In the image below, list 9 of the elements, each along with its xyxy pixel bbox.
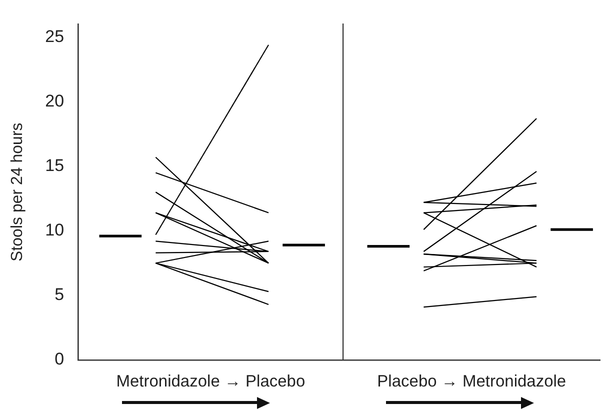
y-tick-label: 25 bbox=[45, 26, 64, 46]
y-tick-label: 0 bbox=[54, 350, 64, 369]
y-axis-title: Stools per 24 hours bbox=[9, 122, 26, 262]
text: Placebo → Metronidazole bbox=[377, 372, 566, 391]
y-tick-label: 5 bbox=[54, 285, 64, 304]
y-tick-label: 15 bbox=[45, 156, 64, 175]
text: Metronidazole → Placebo bbox=[116, 372, 306, 391]
y-tick-label: 10 bbox=[45, 220, 64, 240]
y-tick-label: 20 bbox=[45, 91, 64, 110]
